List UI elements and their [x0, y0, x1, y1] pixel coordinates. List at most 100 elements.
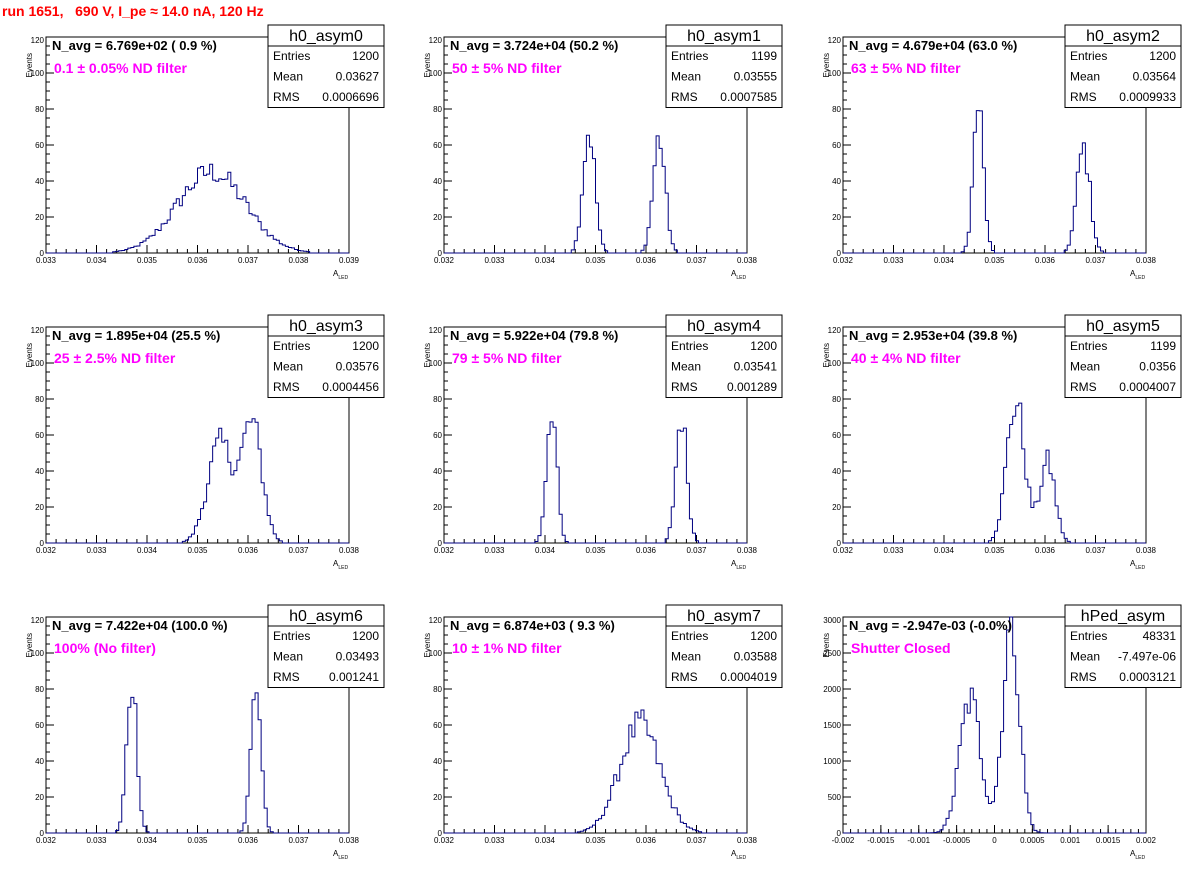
y-tick-label: 0 — [40, 249, 45, 258]
stat-mean-label: Mean — [671, 650, 701, 664]
filter-label: 40 ± 4% ND filter — [851, 350, 961, 366]
stat-rms-label: RMS — [273, 380, 300, 394]
stat-rms-value: 0.0004007 — [1119, 380, 1176, 394]
histogram-title: h0_asym5 — [1086, 318, 1160, 335]
x-tick-label: 0.035 — [585, 836, 606, 845]
x-tick-label: 0.039 — [339, 256, 360, 265]
y-tick-label: 120 — [429, 326, 443, 335]
stat-entries-label: Entries — [1070, 339, 1107, 353]
stat-entries-label: Entries — [1070, 629, 1107, 643]
y-tick-label: 120 — [31, 326, 45, 335]
n-avg-text: N_avg = 3.724e+04 (50.2 %) — [450, 38, 618, 53]
y-tick-label: 100 — [429, 359, 443, 368]
stats-box — [665, 625, 783, 688]
stat-mean-value: 0.03541 — [734, 360, 778, 374]
histogram-line — [444, 421, 747, 544]
y-tick-label: 3000 — [823, 616, 841, 625]
histogram-title: h0_asym1 — [687, 28, 761, 45]
y-tick-label: 120 — [828, 326, 842, 335]
y-tick-label: 40 — [35, 467, 44, 476]
histogram-line — [843, 616, 1146, 834]
x-tick-label: 0.038 — [737, 256, 758, 265]
x-tick-label: 0.037 — [238, 256, 259, 265]
y-tick-label: 40 — [433, 177, 442, 186]
x-tick-label: 0.033 — [484, 836, 505, 845]
stat-mean-label: Mean — [273, 650, 303, 664]
stat-mean-value: 0.03588 — [734, 650, 778, 664]
x-tick-label: -0.001 — [907, 836, 930, 845]
y-tick-label: 500 — [828, 793, 842, 802]
run-info-title: run 1651, 690 V, I_pe ≈ 14.0 nA, 120 Hz — [2, 3, 264, 19]
stat-rms-label: RMS — [1070, 90, 1097, 104]
y-tick-label: 1500 — [823, 721, 841, 730]
stats-box — [1064, 335, 1182, 398]
stat-entries-value: 1200 — [352, 629, 379, 643]
stat-entries-label: Entries — [671, 339, 708, 353]
y-tick-label: 60 — [832, 431, 841, 440]
stat-rms-value: 0.0004456 — [322, 380, 379, 394]
stat-entries-label: Entries — [273, 629, 310, 643]
y-tick-label: 20 — [35, 213, 44, 222]
y-tick-label: 80 — [35, 685, 44, 694]
x-tick-label: 0.033 — [86, 546, 107, 555]
x-axis-label: ALED — [1130, 559, 1145, 571]
x-tick-label: 0 — [992, 836, 997, 845]
filter-label: 100% (No filter) — [54, 640, 156, 656]
stat-entries-label: Entries — [671, 629, 708, 643]
stat-mean-value: 0.03576 — [336, 360, 380, 374]
x-tick-label: 0.033 — [36, 256, 57, 265]
x-tick-label: 0.034 — [86, 256, 107, 265]
y-tick-label: 80 — [35, 105, 44, 114]
y-tick-label: 60 — [35, 721, 44, 730]
y-tick-label: 120 — [31, 36, 45, 45]
stat-rms-label: RMS — [671, 90, 698, 104]
y-tick-label: 2000 — [823, 685, 841, 694]
x-tick-label: 0.036 — [238, 546, 259, 555]
stat-mean-label: Mean — [273, 360, 303, 374]
histogram-line — [444, 709, 747, 834]
x-tick-label: 0.036 — [187, 256, 208, 265]
stat-mean-label: Mean — [1070, 70, 1100, 84]
y-tick-label: 0 — [837, 829, 842, 838]
n-avg-text: N_avg = 4.679e+04 (63.0 %) — [849, 38, 1017, 53]
x-tick-label: 0.032 — [833, 256, 854, 265]
n-avg-text: N_avg = 2.953e+04 (39.8 %) — [849, 328, 1017, 343]
histogram-title: h0_asym3 — [289, 318, 363, 335]
histogram-panel-6: 0 20 40 60 80 100 120 0.032 0.033 0.034 0.035 0.036… — [25, 604, 385, 861]
stats-box — [665, 335, 783, 398]
n-avg-text: N_avg = 6.874e+03 ( 9.3 %) — [450, 618, 615, 633]
x-tick-label: 0.038 — [339, 836, 360, 845]
stat-mean-value: -7.497e-06 — [1118, 650, 1176, 664]
y-tick-label: 40 — [35, 757, 44, 766]
x-tick-label: 0.036 — [636, 546, 657, 555]
y-tick-label: 40 — [832, 467, 841, 476]
y-tick-label: 40 — [35, 177, 44, 186]
y-tick-label: 0 — [40, 829, 45, 838]
n-avg-text: N_avg = 6.769e+02 ( 0.9 %) — [52, 38, 217, 53]
y-tick-label: 20 — [35, 503, 44, 512]
stat-mean-label: Mean — [273, 70, 303, 84]
stat-entries-value: 1200 — [352, 49, 379, 63]
x-tick-label: -0.0015 — [867, 836, 895, 845]
stat-entries-value: 1199 — [751, 49, 777, 63]
histogram-line — [46, 418, 349, 544]
histogram-line — [444, 134, 747, 254]
x-tick-label: 0.035 — [585, 546, 606, 555]
x-tick-label: 0.035 — [585, 256, 606, 265]
x-axis-label: ALED — [731, 849, 746, 861]
histogram-title: h0_asym0 — [289, 28, 363, 45]
y-tick-label: 80 — [433, 685, 442, 694]
y-tick-label: 40 — [832, 177, 841, 186]
histogram-line — [46, 163, 349, 254]
x-tick-label: 0.034 — [137, 546, 158, 555]
y-tick-label: 60 — [832, 141, 841, 150]
stat-rms-value: 0.0009933 — [1119, 90, 1176, 104]
y-tick-label: 0 — [40, 539, 45, 548]
x-tick-label: -0.002 — [832, 836, 855, 845]
x-axis-label: ALED — [731, 559, 746, 571]
filter-label: 25 ± 2.5% ND filter — [54, 350, 176, 366]
y-tick-label: 60 — [35, 431, 44, 440]
stats-box — [1064, 625, 1182, 688]
y-tick-label: 0 — [438, 829, 443, 838]
